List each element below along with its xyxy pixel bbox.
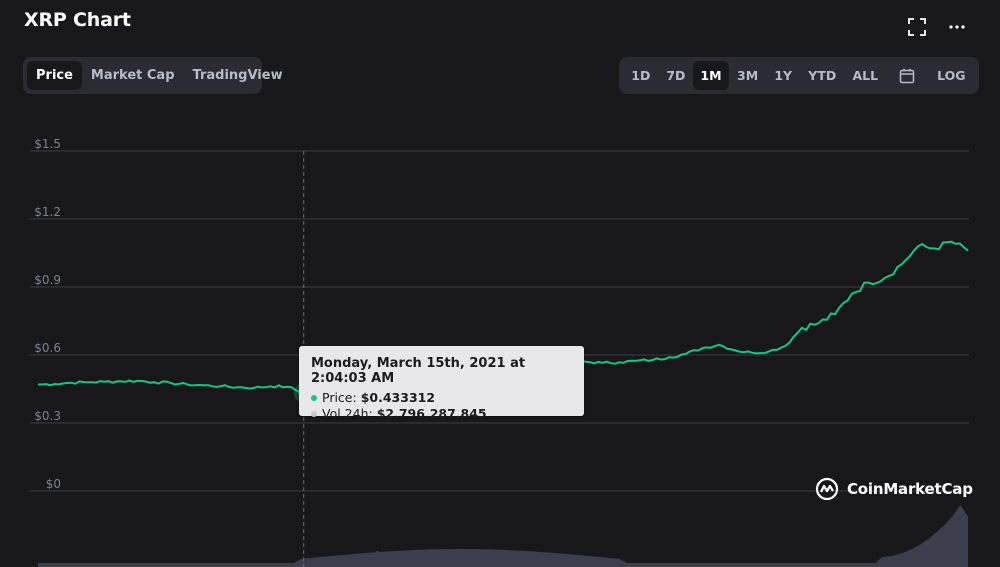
coinmarketcap-watermark: CoinMarketCap bbox=[815, 477, 973, 501]
y-tick-label: $1.5 bbox=[34, 137, 61, 151]
tooltip-price-label: Price: bbox=[322, 390, 357, 405]
range-1m-button[interactable]: 1M bbox=[693, 61, 729, 90]
range-tab-group: 1D 7D 1M 3M 1Y YTD ALL LOG bbox=[619, 57, 979, 94]
log-scale-button[interactable]: LOG bbox=[937, 68, 966, 83]
calendar-button[interactable] bbox=[886, 61, 928, 90]
tooltip-volume-row: Vol 24h: $2,796,287,845 bbox=[311, 406, 572, 422]
tab-market-cap[interactable]: Market Cap bbox=[90, 68, 175, 83]
tooltip-price-value: $0.433312 bbox=[360, 390, 436, 405]
page-title: XRP Chart bbox=[24, 9, 131, 31]
watermark-text: CoinMarketCap bbox=[847, 480, 973, 498]
y-tick-label: $0.9 bbox=[34, 273, 61, 287]
range-1y-button[interactable]: 1Y bbox=[774, 68, 793, 83]
tooltip-date: Monday, March 15th, 2021 at 2:04:03 AM bbox=[311, 356, 526, 386]
y-tick-label: $0.6 bbox=[34, 341, 61, 355]
price-dot-icon bbox=[311, 394, 317, 401]
tooltip-vol-value: $2,796,287,845 bbox=[376, 406, 487, 421]
volume-dot-icon bbox=[311, 410, 317, 417]
calendar-icon bbox=[899, 68, 915, 83]
y-tick-label: $0.3 bbox=[34, 409, 61, 423]
price-tooltip: Monday, March 15th, 2021 at 2:04:03 AM P… bbox=[299, 346, 584, 421]
fullscreen-icon[interactable] bbox=[908, 18, 926, 36]
more-options-icon[interactable] bbox=[948, 18, 966, 36]
y-tick-label: $0 bbox=[46, 477, 61, 491]
range-ytd-button[interactable]: YTD bbox=[808, 68, 837, 83]
volume-spike-bar bbox=[376, 551, 379, 567]
view-tab-group: Price Market Cap TradingView bbox=[23, 57, 283, 94]
range-3m-button[interactable]: 3M bbox=[737, 68, 759, 83]
range-1d-button[interactable]: 1D bbox=[631, 68, 651, 83]
tooltip-vol-label: Vol 24h: bbox=[322, 406, 373, 421]
volume-area bbox=[38, 504, 968, 567]
tooltip-price-row: Price: $0.433312 bbox=[311, 390, 572, 406]
coinmarketcap-logo-icon bbox=[815, 477, 839, 501]
tab-tradingview[interactable]: TradingView bbox=[192, 68, 283, 83]
range-all-button[interactable]: ALL bbox=[852, 68, 879, 83]
y-tick-label: $1.2 bbox=[34, 205, 61, 219]
range-7d-button[interactable]: 7D bbox=[666, 68, 686, 83]
tab-price[interactable]: Price bbox=[27, 61, 82, 90]
